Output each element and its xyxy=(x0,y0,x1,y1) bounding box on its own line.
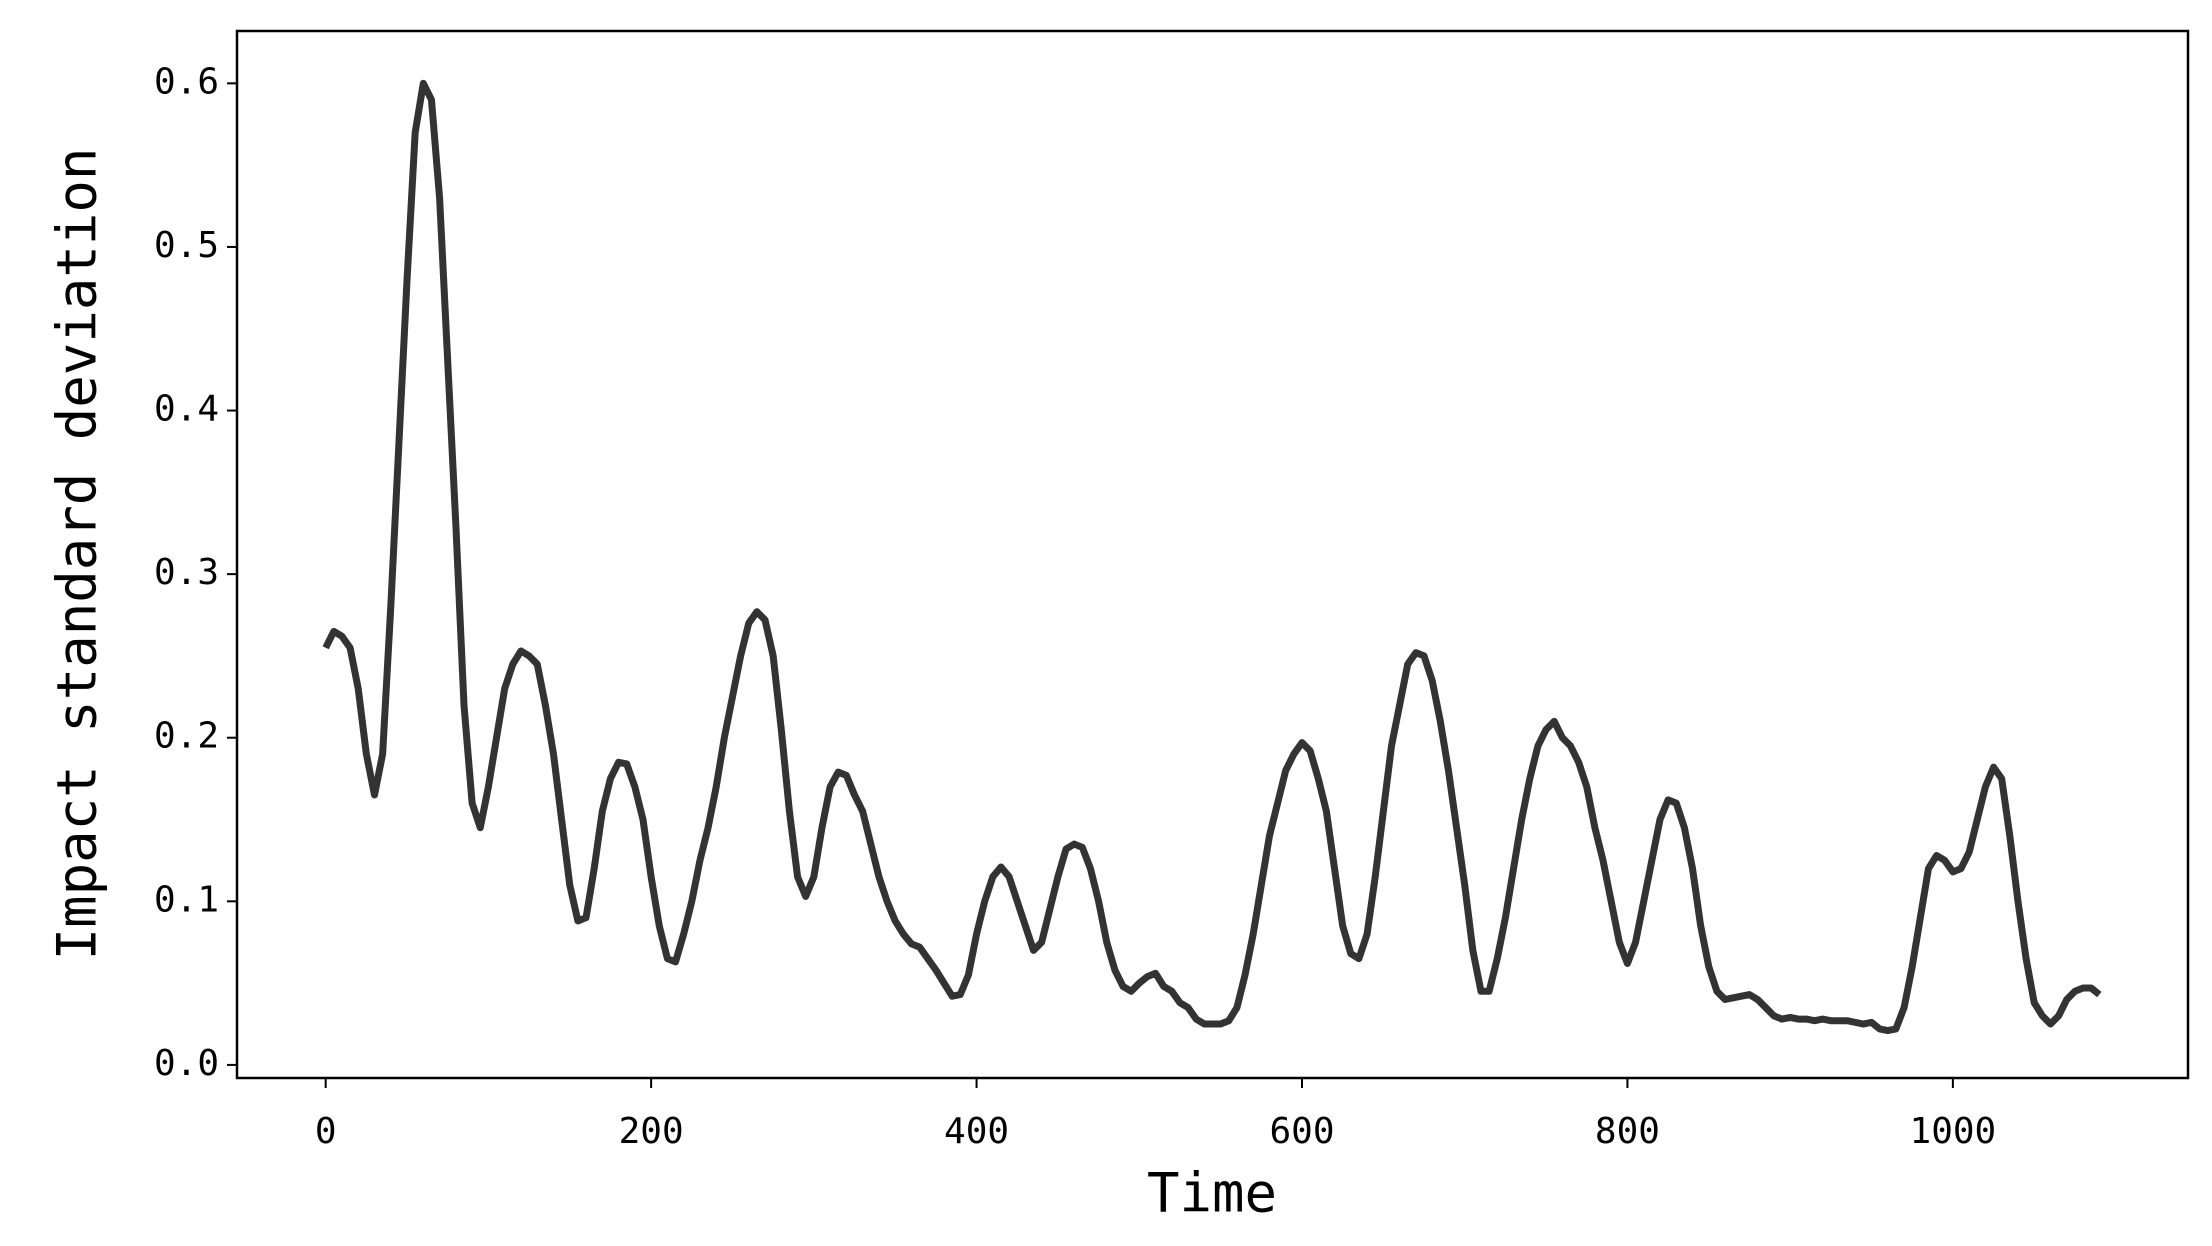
y-tick-label: 0.1 xyxy=(154,879,219,920)
plot-frame xyxy=(235,29,2190,1080)
x-tick-label: 400 xyxy=(944,1111,1009,1152)
y-tick-label: 0.4 xyxy=(154,389,219,430)
y-tick-label: 0.2 xyxy=(154,716,219,757)
x-tick-label: 200 xyxy=(619,1111,684,1152)
y-axis-label: Impact standard deviation xyxy=(46,148,109,961)
x-tick-label: 800 xyxy=(1595,1111,1660,1152)
x-axis-label: Time xyxy=(1147,1162,1277,1225)
data-line xyxy=(322,79,2102,1035)
y-tick-label: 0.6 xyxy=(154,61,219,102)
y-tick-label: 0.3 xyxy=(154,552,219,593)
x-tick-label: 0 xyxy=(315,1111,337,1152)
x-tick-label: 1000 xyxy=(1910,1111,1997,1152)
y-tick-label: 0.5 xyxy=(154,225,219,266)
y-tick-label: 0.0 xyxy=(154,1043,219,1084)
x-tick-label: 600 xyxy=(1269,1111,1334,1152)
